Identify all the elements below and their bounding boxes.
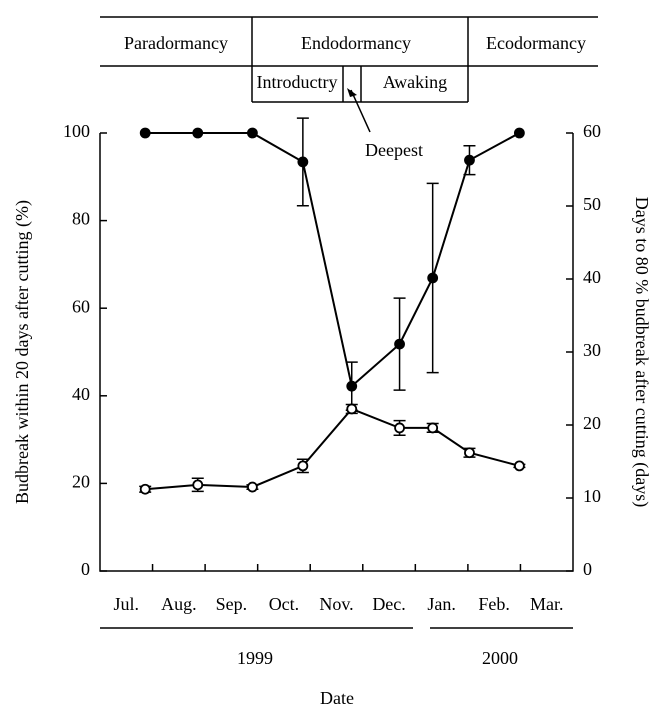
point — [394, 338, 405, 350]
point — [139, 483, 151, 495]
year-label: 2000 — [482, 648, 518, 668]
subphase-label: Awaking — [383, 72, 447, 92]
x-tick-label: Jul. — [114, 594, 140, 614]
subphase-label: Introductry — [257, 72, 338, 92]
point — [346, 380, 358, 392]
y2-tick-label: 0 — [583, 559, 592, 579]
phase-label: Ecodormancy — [486, 33, 586, 53]
x-tick-label: Aug. — [161, 594, 197, 614]
point — [139, 127, 151, 139]
point — [394, 422, 405, 434]
phase-label: Endodormancy — [301, 33, 411, 53]
y-tick-label: 60 — [72, 296, 90, 316]
axes-frame — [99, 133, 574, 572]
point — [513, 127, 525, 139]
point — [247, 127, 258, 139]
point — [297, 460, 309, 472]
year-label: 1999 — [237, 648, 273, 668]
y2-tick-label: 30 — [583, 340, 601, 360]
x-tick-label: Mar. — [530, 594, 564, 614]
point — [192, 479, 204, 491]
y-tick-label: 0 — [81, 559, 90, 579]
x-tick-label: Oct. — [269, 594, 300, 614]
point — [513, 460, 525, 472]
point — [427, 272, 439, 284]
phase-diagram: Paradormancy Endodormancy Ecodormancy In… — [100, 16, 598, 160]
point — [346, 403, 358, 415]
y2-tick-label: 50 — [583, 194, 601, 214]
x-axis-title: Date — [320, 688, 354, 708]
x-tick-label: Sep. — [216, 594, 248, 614]
y2-tick-label: 60 — [583, 121, 601, 141]
point — [464, 447, 475, 459]
x-tick-label: Dec. — [372, 594, 405, 614]
phase-label: Paradormancy — [124, 33, 228, 53]
y-tick-label: 20 — [72, 472, 90, 492]
y-tick-label: 80 — [72, 209, 90, 229]
point — [297, 156, 309, 168]
y-axis-title: Budbreak within 20 days after cutting (%… — [12, 200, 33, 504]
x-tick-label: Nov. — [319, 594, 353, 614]
arrow-head — [347, 88, 357, 97]
y2-tick-label: 10 — [583, 486, 601, 506]
y-tick-label: 100 — [63, 121, 90, 141]
series-line — [145, 132, 520, 389]
y2-tick-label: 20 — [583, 413, 601, 433]
annotation: Deepest — [365, 140, 423, 160]
y2-tick-label: 40 — [583, 267, 601, 287]
y-tick-label: 40 — [72, 384, 90, 404]
point — [192, 127, 204, 139]
series-line — [145, 407, 520, 491]
y2-axis-title: Days to 80 % budbreak after cutting (day… — [631, 197, 652, 507]
point — [247, 481, 258, 493]
arrow — [350, 89, 371, 133]
x-tick-label: Feb. — [478, 594, 510, 614]
point — [464, 154, 475, 166]
x-tick-label: Jan. — [427, 594, 456, 614]
point — [427, 422, 439, 434]
